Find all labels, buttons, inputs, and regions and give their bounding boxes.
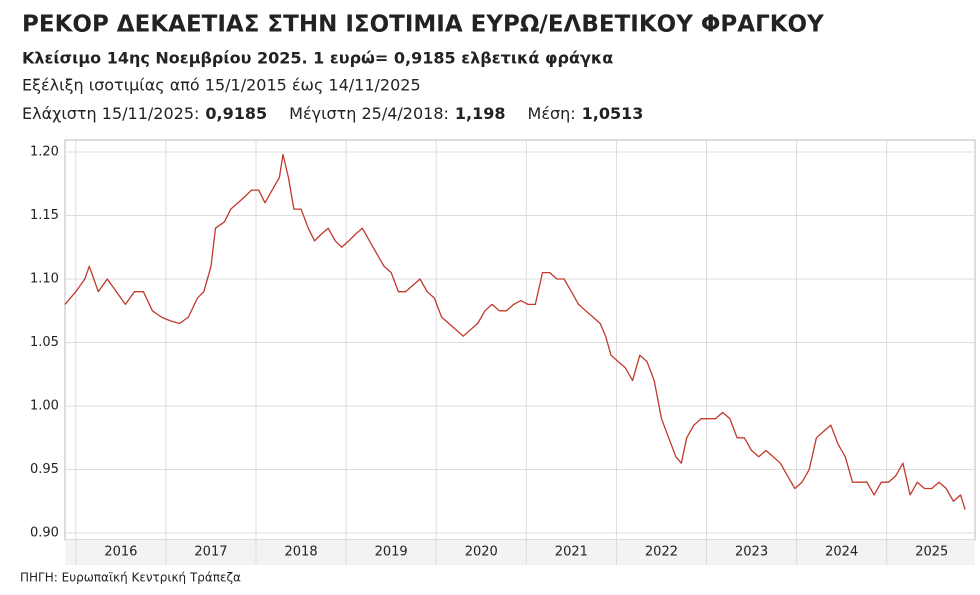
stat-value: 1,198 (455, 104, 506, 123)
stat-label: Μέγιστη 25/4/2018: (289, 104, 449, 123)
x-tick-label: 2019 (375, 545, 408, 560)
x-tick-label: 2016 (104, 545, 137, 560)
x-tick-label: 2022 (645, 545, 678, 560)
y-tick-label: 1.20 (30, 145, 59, 160)
x-tick-label: 2021 (555, 545, 588, 560)
chart-subtitle: Κλείσιμο 14ης Νοεμβρίου 2025. 1 ευρώ= 0,… (22, 49, 613, 68)
x-tick-label: 2025 (915, 545, 948, 560)
source: ΠΗΓΗ: Ευρωπαϊκή Κεντρική Τράπεζα (20, 571, 241, 585)
stat-value: 0,9185 (205, 104, 267, 123)
stats: Ελάχιστη 15/11/2025: 0,9185 Μέγιστη 25/4/2… (22, 104, 643, 123)
x-tick-label: 2018 (285, 545, 318, 560)
x-tick-label: 2023 (735, 545, 768, 560)
plot-frame (64, 139, 976, 541)
y-tick-label: 1.15 (30, 208, 59, 223)
stat-label: Μέση: (528, 104, 576, 123)
chart-description: Εξέλιξη ισοτιμίας από 15/1/2015 έως 14/1… (22, 76, 421, 95)
y-tick-label: 1.10 (30, 272, 59, 287)
chart-title: ΡΕΚΟΡ ΔΕΚΑΕΤΙΑΣ ΣΤΗΝ ΙΣΟΤΙΜΙΑ ΕΥΡΩ/ΕΛΒΕΤ… (22, 12, 824, 38)
data-line (64, 153, 966, 510)
stat-label: Ελάχιστη 15/11/2025: (22, 104, 199, 123)
y-tick-label: 0.90 (30, 526, 59, 541)
x-tick-label: 2024 (825, 545, 858, 560)
x-tick-label: 2020 (465, 545, 498, 560)
x-axis-band (65, 540, 975, 565)
y-tick-label: 1.00 (30, 399, 59, 414)
y-tick-label: 0.95 (30, 462, 59, 477)
y-tick-label: 1.05 (30, 335, 59, 350)
x-tick-label: 2017 (194, 545, 227, 560)
stat-value: 1,0513 (582, 104, 644, 123)
